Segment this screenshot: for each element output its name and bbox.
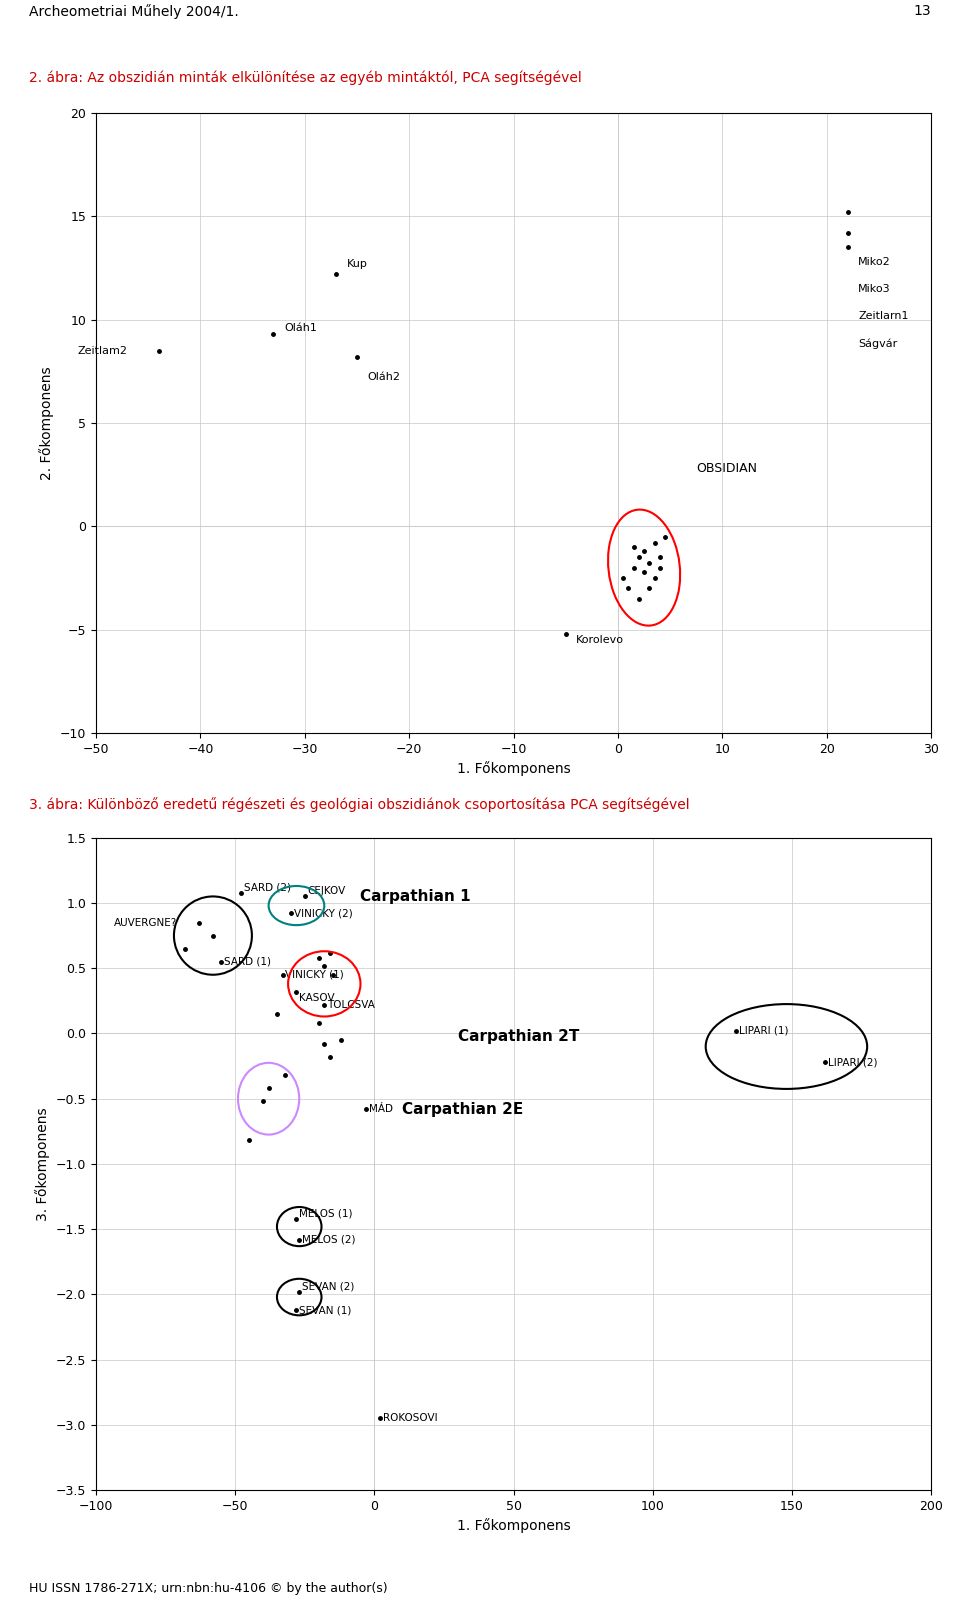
Text: Carpathian 1: Carpathian 1 — [361, 889, 471, 904]
Text: Miko2: Miko2 — [858, 258, 891, 267]
Text: Archeometriai Műhely 2004/1.: Archeometriai Műhely 2004/1. — [29, 3, 238, 19]
X-axis label: 1. Főkomponens: 1. Főkomponens — [457, 1519, 570, 1534]
Text: SARD (1): SARD (1) — [224, 957, 271, 967]
Text: 13: 13 — [914, 3, 931, 18]
Text: Carpathian 2E: Carpathian 2E — [402, 1102, 523, 1116]
Text: VINICKY (1): VINICKY (1) — [285, 970, 344, 979]
Text: Miko3: Miko3 — [858, 285, 891, 295]
Text: TOLCSVA: TOLCSVA — [327, 1000, 375, 1010]
Text: MELOS (2): MELOS (2) — [302, 1234, 355, 1245]
Text: Carpathian 2T: Carpathian 2T — [458, 1028, 579, 1044]
Text: KASOV: KASOV — [300, 994, 335, 1004]
Text: 2. ábra: Az obszidián minták elkülönítése az egyéb mintáktól, PCA segítségével: 2. ábra: Az obszidián minták elkülönítés… — [29, 71, 582, 85]
Text: LIPARI (1): LIPARI (1) — [739, 1026, 788, 1036]
Text: Ságvár: Ságvár — [858, 338, 898, 348]
Text: LIPARI (2): LIPARI (2) — [828, 1057, 877, 1066]
Text: Oláh2: Oláh2 — [368, 372, 400, 382]
Text: Kup: Kup — [347, 259, 368, 269]
Text: SEVAN (2): SEVAN (2) — [302, 1282, 354, 1292]
Text: MELOS (1): MELOS (1) — [300, 1208, 352, 1218]
Text: SARD (2): SARD (2) — [244, 883, 291, 892]
Y-axis label: 3. Főkomponens: 3. Főkomponens — [36, 1107, 50, 1221]
Text: Zeitlarn1: Zeitlarn1 — [858, 311, 908, 321]
Text: AUVERGNE?: AUVERGNE? — [113, 918, 177, 928]
Text: Korolevo: Korolevo — [576, 635, 624, 644]
Text: CEJKOV: CEJKOV — [307, 886, 346, 896]
Text: VINICKY (2): VINICKY (2) — [294, 909, 352, 918]
Text: HU ISSN 1786-271X; urn:nbn:hu-4106 © by the author(s): HU ISSN 1786-271X; urn:nbn:hu-4106 © by … — [29, 1582, 388, 1595]
Text: ROKOSOVI: ROKOSOVI — [383, 1413, 438, 1424]
Text: SEVAN (1): SEVAN (1) — [300, 1305, 351, 1315]
Text: MÁD: MÁD — [369, 1104, 393, 1115]
X-axis label: 1. Főkomponens: 1. Főkomponens — [457, 762, 570, 777]
Text: 3. ábra: Különböző eredetű régészeti és geológiai obszidiánok csoportosítása PCA: 3. ábra: Különböző eredetű régészeti és … — [29, 797, 689, 812]
Y-axis label: 2. Főkomponens: 2. Főkomponens — [39, 366, 55, 480]
Text: Oláh1: Oláh1 — [284, 322, 317, 333]
Text: Zeitlam2: Zeitlam2 — [78, 345, 128, 356]
Text: OBSIDIAN: OBSIDIAN — [696, 462, 757, 475]
